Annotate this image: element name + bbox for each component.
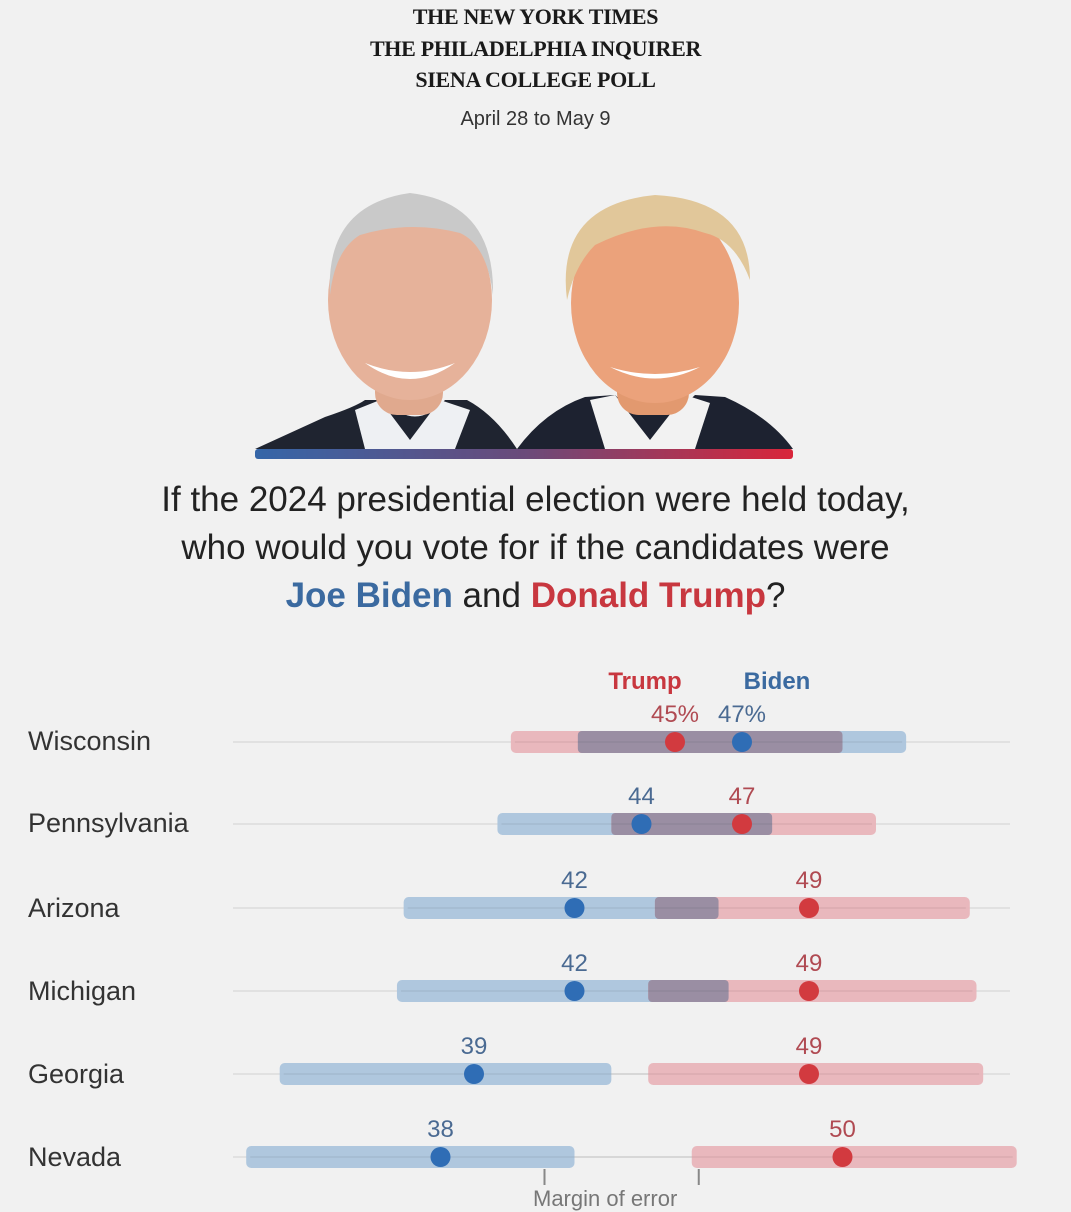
overlap-bar-arizona <box>654 897 719 919</box>
biden-moe-bar-arizona <box>403 897 719 919</box>
biden-dot-georgia <box>464 1064 484 1084</box>
biden-moe-bar-georgia <box>279 1063 612 1085</box>
trump-dot-pennsylvania <box>732 814 752 834</box>
poll-question: If the 2024 presidential election were h… <box>0 476 1071 620</box>
trump-value-label-arizona: 49 <box>796 867 823 894</box>
trump-dot-wisconsin <box>665 732 685 752</box>
question-line-1: If the 2024 presidential election were h… <box>161 480 910 519</box>
biden-value-label-nevada: 38 <box>427 1116 454 1143</box>
trump-dot-georgia <box>799 1064 819 1084</box>
state-label-michigan: Michigan <box>28 976 137 1006</box>
candidate-photos <box>255 193 793 459</box>
trump-value-label-georgia: 49 <box>796 1033 823 1060</box>
biden-dot-wisconsin <box>732 732 752 752</box>
poll-chart: Trump Biden 47% 45% 44 47 42 49 42 49 39 49 38 50 <box>233 668 1017 1185</box>
trump-value-label-wisconsin: 45% <box>651 701 699 728</box>
question-mark: ? <box>765 576 786 615</box>
biden-value-label-wisconsin: 47% <box>718 701 766 728</box>
masthead-siena: SIENA COLLEGE POLL <box>415 67 656 92</box>
question-and: and <box>452 576 531 615</box>
overlap-bar-pennsylvania <box>611 813 773 835</box>
trump-dot-michigan <box>799 981 819 1001</box>
question-line-2: who would you vote for if the candidates… <box>181 528 890 567</box>
trump-portrait <box>517 195 793 449</box>
masthead-nyt: THE NEW YORK TIMES <box>412 4 659 29</box>
trump-value-label-michigan: 49 <box>796 950 823 977</box>
trump-value-label-nevada: 50 <box>829 1116 856 1143</box>
biden-value-label-arizona: 42 <box>561 867 588 894</box>
poll-dates: April 28 to May 9 <box>460 108 611 130</box>
legend-trump: Trump <box>608 668 681 695</box>
gradient-baseline <box>255 449 793 459</box>
question-biden-name: Joe Biden <box>285 576 453 615</box>
biden-moe-bar-michigan <box>396 980 729 1002</box>
margin-of-error-label: Margin of error <box>533 1186 678 1211</box>
biden-value-label-pennsylvania: 44 <box>628 783 655 810</box>
state-label-georgia: Georgia <box>28 1059 125 1089</box>
biden-dot-michigan <box>564 981 585 1001</box>
biden-moe-bar-nevada <box>246 1146 575 1168</box>
biden-value-label-michigan: 42 <box>561 950 588 977</box>
overlap-bar-wisconsin <box>577 731 843 753</box>
trump-dot-arizona <box>799 898 819 918</box>
state-label-arizona: Arizona <box>28 893 120 923</box>
overlap-bar-michigan <box>648 980 729 1002</box>
state-label-nevada: Nevada <box>28 1142 122 1172</box>
state-label-wisconsin: Wisconsin <box>28 726 152 756</box>
trump-moe-bar-nevada <box>691 1146 1017 1168</box>
biden-dot-nevada <box>430 1147 451 1167</box>
question-trump-name: Donald Trump <box>530 576 766 615</box>
masthead-inquirer: THE PHILADELPHIA INQUIRER <box>369 36 702 61</box>
trump-value-label-pennsylvania: 47 <box>729 783 756 810</box>
trump-dot-nevada <box>832 1147 853 1167</box>
state-label-pennsylvania: Pennsylvania <box>28 808 189 838</box>
biden-dot-arizona <box>564 898 585 918</box>
legend-biden: Biden <box>744 668 811 695</box>
biden-portrait <box>255 193 517 449</box>
biden-dot-pennsylvania <box>631 814 652 834</box>
question-line-3: Joe Biden and Donald Trump? <box>0 572 1071 620</box>
biden-value-label-georgia: 39 <box>461 1033 488 1060</box>
